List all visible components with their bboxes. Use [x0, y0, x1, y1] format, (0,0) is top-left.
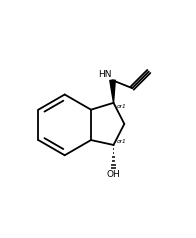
Text: OH: OH — [107, 170, 120, 179]
Polygon shape — [110, 80, 115, 103]
Text: or1: or1 — [116, 139, 126, 144]
Text: HN: HN — [98, 70, 112, 79]
Text: or1: or1 — [116, 104, 126, 109]
